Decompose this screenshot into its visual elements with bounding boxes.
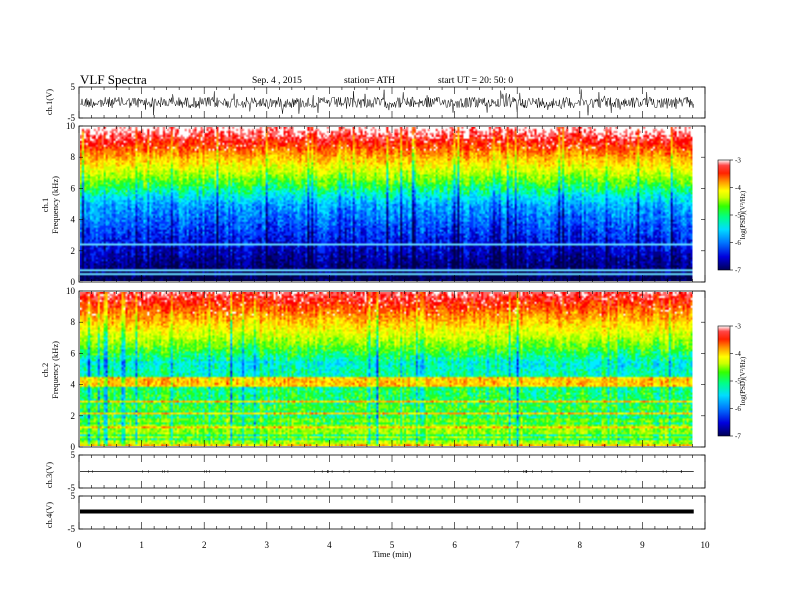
ch4-waveform-panel: 5 -50 1 2 3 4 5 6 7 8 9 10 — [68, 491, 711, 550]
ch1-spec-channel-label: ch.1 — [40, 198, 50, 212]
ch4-ylabel: ch.4(V) — [44, 502, 54, 528]
ch1-spectrogram-ytick-label: 2 — [71, 246, 76, 256]
ch1-spectrogram-colorbar-tick-label: -3 — [735, 157, 741, 165]
x-tick-label: 9 — [640, 540, 645, 550]
ch2-spectrogram-ytick-label: 4 — [71, 380, 76, 390]
ch1-colorbar-gradient — [717, 159, 731, 271]
station-label: station= ATH — [344, 76, 395, 86]
ch1-spectrogram-ytick-label: 10 — [66, 121, 76, 131]
x-tick-label: 2 — [202, 540, 207, 550]
ch2-colorbar: log(PSD)(V²/Hz) -3 -4 -5 -6 -7 — [717, 323, 747, 441]
ch2-spectrogram-colorbar-tick-label: -5 — [735, 378, 741, 386]
ch1-waveform-ytick-label: 5 — [71, 82, 76, 92]
ch1-spec-ylabel: Frequency (kHz) — [50, 176, 60, 234]
ch3-waveform-panel: 5 -5 — [68, 450, 706, 493]
ch1-waveform-trace — [79, 89, 694, 116]
x-tick-label: 6 — [452, 540, 457, 550]
x-tick-label: 4 — [327, 540, 332, 550]
ch2-colorbar-label: log(PSD)(V²/Hz) — [739, 356, 747, 405]
ch4-waveform-ytick-label: -5 — [68, 524, 76, 534]
ch4-waveform-trace — [80, 509, 694, 514]
x-tick-label: 1 — [139, 540, 144, 550]
ch2-spectrogram-panel: 10 8 6 4 2 0 — [66, 286, 706, 452]
x-tick-label: 0 — [77, 540, 82, 550]
ch2-spectrogram-ytick-label: 10 — [66, 286, 76, 296]
ch2-spectrogram-colorbar-tick-label: -7 — [735, 433, 741, 441]
ch3-ylabel: ch.3(V) — [44, 462, 54, 488]
x-axis-label: Time (min) — [373, 549, 412, 559]
ch1-colorbar: log(PSD)(V²/Hz) -3 -4 -5 -6 -7 — [717, 157, 747, 275]
x-tick-label: 7 — [515, 540, 520, 550]
ch2-spec-channel-label: ch.2 — [40, 363, 50, 377]
start-ut-label: start UT = 20: 50: 0 — [438, 76, 513, 86]
figure-title: VLF Spectra — [80, 72, 147, 87]
ch4-waveform-ytick-label: 5 — [71, 491, 76, 501]
ch1-waveform-ytick-label: -5 — [68, 113, 76, 123]
ch2-colorbar-gradient — [717, 325, 731, 437]
ch1-colorbar-label: log(PSD)(V²/Hz) — [739, 190, 747, 239]
x-tick-label: 3 — [265, 540, 270, 550]
ch2-spectrogram-raster — [80, 292, 693, 446]
ch1-spectrogram-panel: 10 8 6 4 2 0 — [66, 121, 706, 287]
date-label: Sep. 4 , 2015 — [252, 76, 302, 86]
ch3-waveform-ytick-label: -5 — [68, 483, 76, 493]
ch2-spectrogram-colorbar-tick-label: -6 — [735, 405, 741, 413]
ch1-spectrogram-ytick-label: 8 — [71, 152, 76, 162]
ch1-ylabel: ch.1(V) — [44, 89, 54, 115]
ch2-spectrogram-colorbar-tick-label: -4 — [735, 350, 741, 358]
ch2-spectrogram-ytick-label: 6 — [71, 348, 76, 358]
ch1-spectrogram-colorbar-tick-label: -4 — [735, 184, 741, 192]
ch2-spectrogram-ytick-label: 2 — [71, 411, 76, 421]
x-tick-label: 5 — [390, 540, 395, 550]
ch1-waveform-panel: 5 -5 — [68, 82, 706, 123]
ch2-spectrogram-ytick-label: 8 — [71, 317, 76, 327]
ch1-spectrogram-ytick-label: 0 — [71, 277, 76, 287]
x-tick-label: 10 — [701, 540, 711, 550]
ch1-spectrogram-colorbar-tick-label: -7 — [735, 267, 741, 275]
ch2-spectrogram-ytick-label: 0 — [71, 442, 76, 452]
ch1-spectrogram-ytick-label: 6 — [71, 183, 76, 193]
ch1-spectrogram-raster — [80, 127, 693, 281]
ch2-spec-ylabel: Frequency (kHz) — [50, 341, 60, 399]
x-tick-label: 8 — [578, 540, 583, 550]
ch1-spectrogram-colorbar-tick-label: -5 — [735, 212, 741, 220]
ch1-spectrogram-ytick-label: 4 — [71, 215, 76, 225]
ch1-spectrogram-colorbar-tick-label: -6 — [735, 239, 741, 247]
ch3-waveform-ytick-label: 5 — [71, 450, 76, 460]
ch2-spectrogram-colorbar-tick-label: -3 — [735, 323, 741, 331]
